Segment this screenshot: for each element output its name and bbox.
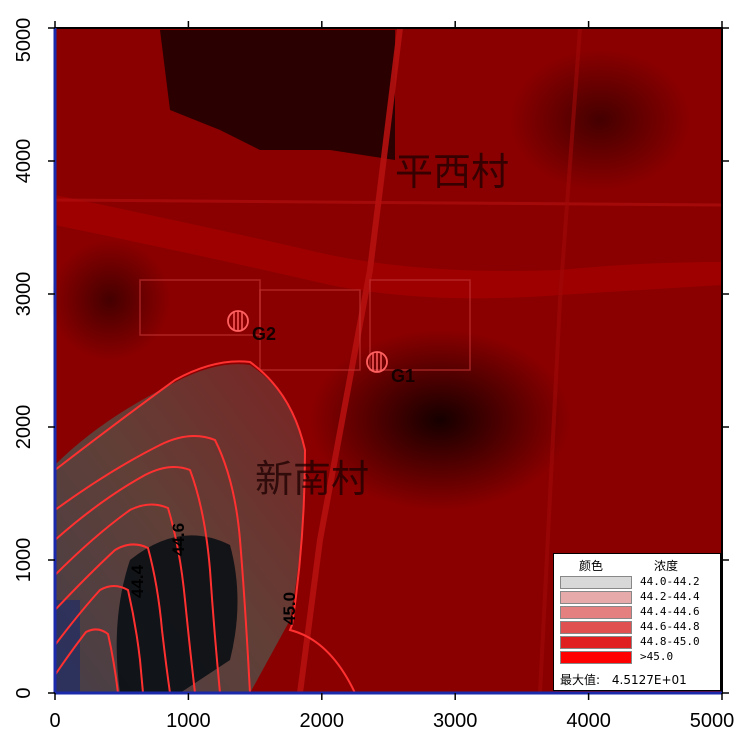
gauge-g1-marker: G1 (366, 351, 415, 386)
legend-max-value: 4.5127E+01 (611, 673, 687, 687)
plume-region (55, 364, 305, 693)
x-tick-labels: 0 1000 2000 3000 4000 5000 (49, 710, 734, 732)
legend-max: 最大值: 4.5127E+01 (560, 671, 687, 688)
legend-range-label: 44.8-45.0 (640, 635, 700, 648)
legend-row: 44.4-44.6 (560, 605, 710, 619)
legend-swatch (560, 651, 632, 664)
legend-row: 44.6-44.8 (560, 620, 710, 634)
legend-range-label: 44.4-44.6 (640, 605, 700, 618)
axis-frame (53, 27, 723, 695)
legend-row: 44.0-44.2 (560, 575, 710, 589)
legend-swatch (560, 606, 632, 619)
village-label-north: 平西村 (395, 150, 509, 194)
x-tick-label: 2000 (300, 710, 345, 732)
y-ticks (48, 27, 729, 694)
legend-range-label: 44.6-44.8 (640, 620, 700, 633)
legend-row: 44.8-45.0 (560, 635, 710, 649)
x-tick-label: 5000 (690, 710, 735, 732)
legend-row: 44.2-44.4 (560, 590, 710, 604)
legend-row: >45.0 (560, 650, 710, 664)
y-tick-label: 1000 (13, 538, 35, 583)
contour-label: 44.6 (169, 523, 188, 556)
y-tick-label: 0 (13, 687, 35, 698)
legend-swatch (560, 591, 632, 604)
legend: 颜色 浓度 44.0-44.2 44.2-44.4 44.4-44.6 44.6… (553, 553, 721, 691)
legend-swatch (560, 576, 632, 589)
legend-range-label: 44.0-44.2 (640, 575, 700, 588)
y-tick-label: 2000 (13, 405, 35, 450)
legend-color-header: 颜色 (579, 559, 604, 573)
legend-swatch (560, 636, 632, 649)
gauge-g2-marker: G2 (227, 310, 276, 344)
gauge-g2-label: G2 (252, 324, 276, 344)
legend-value-header: 浓度 (654, 559, 679, 573)
contour-lines (54, 360, 356, 694)
y-tick-labels: 0 1000 2000 3000 4000 5000 (13, 18, 35, 699)
x-ticks (54, 21, 723, 700)
legend-swatch (560, 621, 632, 634)
gauge-g1-label: G1 (391, 366, 415, 386)
x-tick-label: 1000 (166, 710, 211, 732)
x-tick-label: 0 (49, 710, 60, 732)
legend-range-label: >45.0 (640, 650, 674, 663)
village-label-south: 新南村 (255, 457, 369, 501)
legend-max-label: 最大值: (560, 673, 601, 687)
contour-label: 44.4 (128, 564, 147, 598)
contour-label: 45.0 (280, 592, 299, 625)
y-tick-label: 4000 (13, 139, 35, 184)
x-tick-label: 4000 (566, 710, 611, 732)
legend-range-label: 44.2-44.4 (640, 590, 700, 603)
y-tick-label: 5000 (13, 18, 35, 63)
x-tick-label: 3000 (433, 710, 478, 732)
y-tick-label: 3000 (13, 272, 35, 317)
